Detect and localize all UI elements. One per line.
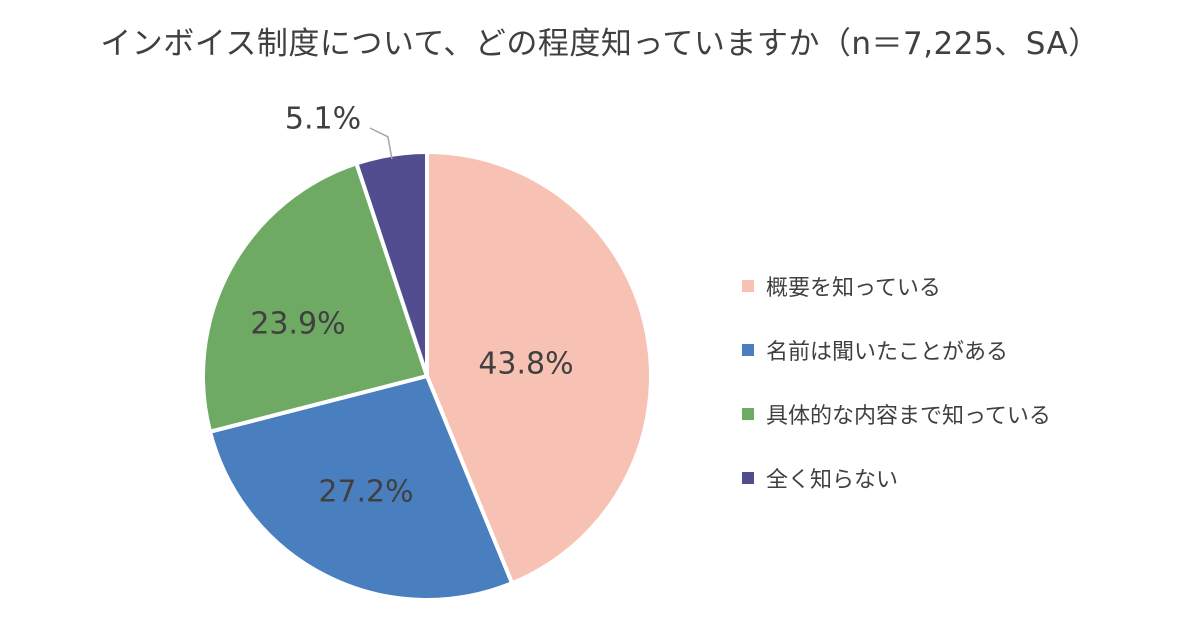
legend-item-overview: 概要を知っている (742, 254, 1051, 318)
pie-slice-name-heard (208, 374, 515, 602)
data-label-unknown: 5.1% (285, 102, 361, 137)
pie-slice-overview (425, 150, 653, 586)
data-label-name-heard: 27.2% (318, 475, 413, 510)
pie-slice-detailed (201, 161, 429, 434)
legend-label: 概要を知っている (766, 276, 941, 301)
legend-label: 全く知らない (766, 468, 899, 493)
legend-swatch (742, 344, 754, 356)
legend-swatch (742, 472, 754, 484)
leader-line-unknown (369, 127, 393, 159)
data-label-detailed: 23.9% (250, 307, 345, 342)
legend-swatch (742, 408, 754, 420)
legend-label: 具体的な内容まで知っている (766, 404, 1051, 429)
pie-slices (201, 150, 653, 602)
legend-item-detailed: 具体的な内容まで知っている (742, 382, 1051, 446)
legend-item-unknown: 全く知らない (742, 446, 1051, 510)
chart-title: インボイス制度について、どの程度知っていますか（n＝7,225、SA） (100, 26, 1100, 62)
pie-labels: 43.8% 27.2% 23.9% 5.1% (250, 102, 573, 510)
legend-label: 名前は聞いたことがある (766, 340, 1009, 365)
data-label-overview: 43.8% (478, 347, 573, 382)
legend-item-name-heard: 名前は聞いたことがある (742, 318, 1051, 382)
legend: 概要を知っている名前は聞いたことがある具体的な内容まで知っている 全く知らない (742, 254, 1051, 510)
legend-swatch (742, 280, 754, 292)
